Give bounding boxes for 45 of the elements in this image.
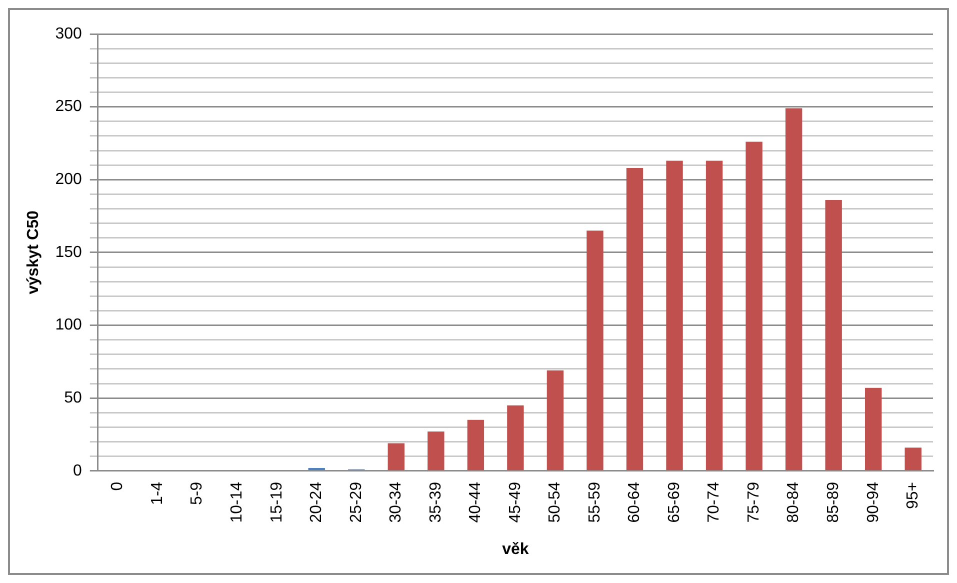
x-tick-label: 10-14 [228,482,246,523]
bar [586,230,604,470]
x-tick-label: 0 [109,482,126,491]
x-tick-label: 80-84 [785,482,802,523]
y-tick-label: 0 [72,462,82,480]
x-tick-label: 20-24 [308,482,326,523]
x-tick-label: 75-79 [745,482,762,523]
bar [865,388,882,470]
x-tick-label: 40-44 [467,482,484,523]
bar [546,370,564,470]
bar [308,468,325,470]
x-tick-label: 70-74 [706,482,723,523]
x-tick-label: 30-34 [388,482,405,523]
x-tick-label: 15-19 [268,482,286,523]
bar [428,432,444,470]
bar [507,405,524,470]
x-tick-label: 85-89 [824,482,842,523]
x-axis-title: věk [502,540,529,558]
bar [904,448,922,470]
bar [825,200,842,470]
bar [746,142,762,470]
bar [706,160,723,470]
bar [666,160,683,470]
x-tick-label: 95+ [904,482,922,510]
x-tick-label: 5-9 [188,482,206,506]
x-tick-label: 25-29 [348,482,365,523]
y-tick-label: 100 [55,316,82,334]
y-tick-label: 50 [64,389,82,406]
y-axis-title: výskyt C50 [25,210,42,294]
bar [467,420,484,470]
x-tick-label: 45-49 [506,482,524,523]
x-tick-label: 65-69 [666,482,683,523]
bar [626,168,644,470]
x-tick-label: 1-4 [148,482,166,506]
y-tick-label: 200 [55,171,82,188]
x-tick-label: 55-59 [586,482,604,523]
x-tick-label: 60-64 [626,482,644,523]
x-tick-label: 90-94 [864,482,882,523]
bar [785,108,802,470]
y-tick-label: 250 [55,98,82,116]
y-tick-label: 150 [55,244,82,261]
bar [388,443,404,470]
x-tick-label: 50-54 [546,482,564,523]
y-tick-label: 300 [55,25,82,42]
x-tick-label: 35-39 [427,482,444,523]
